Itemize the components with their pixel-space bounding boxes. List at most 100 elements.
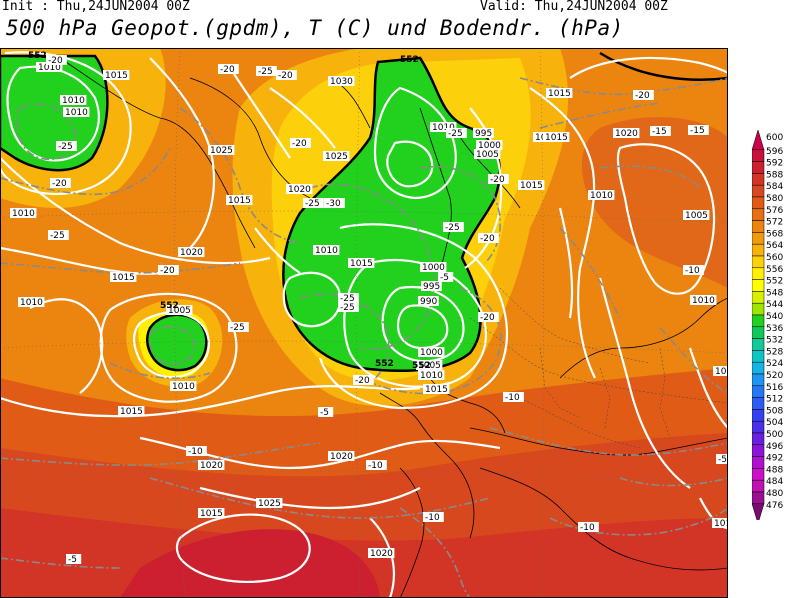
isobar-label-bg: [166, 305, 193, 315]
isobar-label-bg: [418, 296, 439, 306]
isobar-label: 995: [423, 282, 440, 292]
isobar-label-bg: [588, 190, 615, 200]
chart-title: 500 hPa Geopot.(gpdm), T (C) und Bodendr…: [6, 16, 624, 40]
isotherm-label-bg: [578, 522, 599, 532]
legend-level-label: 520: [766, 371, 783, 381]
isotherm-label-bg: [488, 174, 509, 184]
legend-swatch: [751, 350, 765, 363]
isotherm-label-bg: [338, 293, 359, 303]
isobar-label-bg: [368, 548, 395, 558]
isobar-label-bg: [226, 195, 253, 205]
legend-level-label: 524: [766, 359, 783, 369]
isobar-label-bg: [430, 122, 457, 132]
isotherm-label: -10: [188, 447, 203, 457]
isotherm-label: -25: [230, 323, 245, 333]
isotherm-label-bg: [446, 128, 467, 138]
isobar-label: 1005: [418, 361, 441, 371]
isobar-label-bg: [18, 297, 45, 307]
isobar-label-bg: [690, 295, 717, 305]
isobar-label: 1010: [172, 382, 195, 392]
isotherm-label: -10: [425, 513, 440, 523]
isotherm-label: -15: [690, 126, 705, 136]
legend-level-label: 500: [766, 430, 783, 440]
isobar-label: 1010: [420, 371, 443, 381]
isobar-label-bg: [328, 76, 355, 86]
legend-level-label: 584: [766, 182, 783, 192]
isobar-label: 1015: [200, 509, 223, 519]
legend-level-label: 496: [766, 442, 783, 452]
legend-level-label: 532: [766, 336, 783, 346]
isobar-label-bg: [423, 384, 450, 394]
isotherm-label: -25: [340, 303, 355, 313]
legend-swatch: [751, 184, 765, 198]
isotherm-label-bg: [443, 222, 464, 232]
isobar-label-bg: [418, 347, 445, 357]
isotherm-label: -10: [685, 266, 700, 276]
legend-swatch: [751, 279, 765, 292]
isotherm-label-bg: [158, 265, 179, 275]
isotherm-label: -10: [368, 461, 383, 471]
legend-level-label: 560: [766, 253, 783, 263]
legend-swatch: [751, 397, 765, 410]
legend-swatch: [751, 456, 765, 469]
isobar-label-bg: [60, 95, 87, 105]
isotherm-label-bg: [276, 70, 297, 80]
isobar-label: 1025: [325, 152, 348, 162]
isobar-label: 1015: [545, 133, 568, 143]
isotherm-label-bg: [423, 512, 444, 522]
legend-swatch: [751, 491, 765, 505]
isotherm-label: -20: [292, 139, 307, 149]
isotherm-label: -20: [635, 91, 650, 101]
isobar-label-bg: [683, 210, 710, 220]
legend-level-label: 592: [766, 159, 783, 169]
isobar-label: 1025: [210, 146, 233, 156]
isotherm-label: -15: [652, 127, 667, 137]
isobar-label-bg: [418, 370, 445, 380]
legend-level-label: 516: [766, 383, 783, 393]
legend-level-label: 580: [766, 194, 783, 204]
lat-lon-grid: [0, 48, 728, 598]
isotherm-label-bg: [48, 230, 69, 240]
isotherm-label: -20: [490, 175, 505, 185]
isobar-label-bg: [473, 128, 494, 138]
isobar-label: 1000: [420, 348, 443, 358]
isotherm-label-bg: [650, 126, 671, 136]
isotherm-label: -10: [505, 393, 520, 403]
isotherm-label-bg: [66, 554, 82, 564]
isotherm-label: -30: [326, 199, 341, 209]
legend-level-label: 548: [766, 288, 783, 298]
legend-level-label: 488: [766, 465, 783, 475]
legend-level-label: 512: [766, 395, 783, 405]
isobar-label: 1000: [478, 141, 501, 151]
isobar-label: 1015: [350, 259, 373, 269]
isobar-label-bg: [208, 145, 235, 155]
isobar-label-bg: [286, 184, 313, 194]
legend-level-label: 572: [766, 218, 783, 228]
legend-level-label: 564: [766, 241, 783, 251]
legend-swatch: [751, 444, 765, 457]
isobar-label: 1005: [168, 306, 191, 316]
legend-level-label: 528: [766, 347, 783, 357]
isobar-label-bg: [10, 208, 37, 218]
legend-level-label: 556: [766, 265, 783, 275]
isobar-label-bg: [256, 498, 283, 508]
isobar-label: 1015: [120, 407, 143, 417]
isotherm-label: -25: [50, 231, 65, 241]
isotherm-label-bg: [503, 392, 524, 402]
isotherm-label-bg: [218, 64, 239, 74]
temperature-labels: -20-25-25-20-20-20 -25 -20-20-25 -30-25-25-…: [46, 55, 728, 565]
isobar-label: 1020: [330, 452, 353, 462]
isotherm-label: -20: [480, 234, 495, 244]
isotherm-label-bg: [338, 302, 359, 312]
isotherm-label: -5: [320, 408, 329, 418]
isobar-label-bg: [178, 247, 205, 257]
legend-level-label: 476: [766, 501, 783, 511]
legend-swatch: [751, 267, 765, 280]
legend-level-label: 576: [766, 206, 783, 216]
isotherm-label: -5: [68, 555, 77, 565]
isobar-label: 990: [420, 297, 437, 307]
isotherm-label: -25: [448, 129, 463, 139]
isobar-label-bg: [348, 258, 375, 268]
isotherm-label-bg: [366, 460, 387, 470]
legend-swatch: [751, 373, 765, 387]
